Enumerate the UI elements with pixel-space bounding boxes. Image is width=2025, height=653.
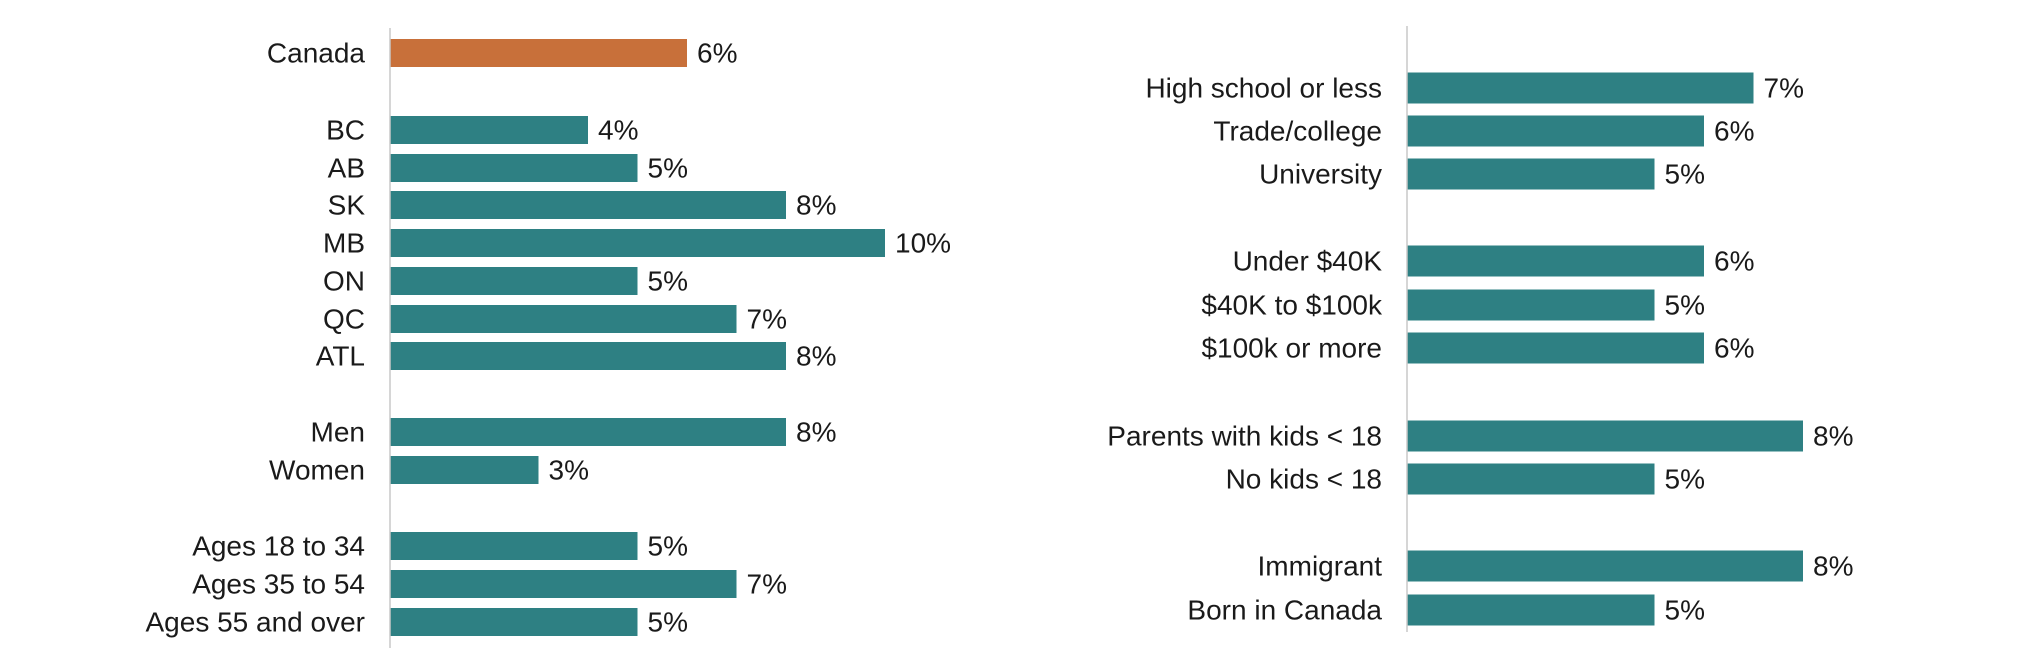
category-label-ab: AB	[328, 153, 365, 184]
bar-sk	[390, 191, 786, 219]
value-label-men: 8%	[796, 417, 836, 448]
bar-university	[1407, 158, 1655, 190]
category-label-university: University	[1259, 159, 1382, 190]
bar-atl	[390, 342, 786, 370]
bar-high-school-or-less	[1407, 72, 1754, 104]
bar-born-in-canada	[1407, 594, 1655, 626]
category-label-under-40k: Under $40K	[1233, 246, 1383, 277]
value-label-ages-35-to-54: 7%	[747, 569, 787, 600]
category-label-high-school-or-less: High school or less	[1145, 73, 1382, 104]
bar-ages-55-and-over	[390, 608, 638, 636]
value-label-sk: 8%	[796, 190, 836, 221]
value-label-high-school-or-less: 7%	[1764, 73, 1804, 104]
value-label-ages-18-to-34: 5%	[648, 531, 688, 562]
category-label-men: Men	[311, 417, 365, 448]
value-label-university: 5%	[1665, 159, 1705, 190]
value-label-on: 5%	[648, 266, 688, 297]
category-label-on: ON	[323, 266, 365, 297]
bar-women	[390, 456, 539, 484]
bar-on	[390, 267, 638, 295]
value-label-parents-with-kids-18: 8%	[1813, 421, 1853, 452]
value-label-atl: 8%	[796, 341, 836, 372]
category-label-immigrant: Immigrant	[1258, 551, 1383, 582]
category-label-sk: SK	[328, 190, 366, 221]
value-label-under-40k: 6%	[1714, 246, 1754, 277]
right-chart-panel: High school or less 7% Trade/college 6% Univ…	[1000, 0, 2025, 648]
bar-ages-35-to-54	[390, 570, 737, 598]
category-label-ages-55-and-over: Ages 55 and over	[146, 607, 366, 638]
bar-parents-with-kids-18	[1407, 420, 1803, 452]
value-label-canada: 6%	[697, 38, 737, 69]
category-label-parents-with-kids-18: Parents with kids < 18	[1107, 421, 1382, 452]
category-label-canada: Canada	[267, 38, 366, 69]
bar-immigrant	[1407, 550, 1803, 582]
value-label-born-in-canada: 5%	[1665, 595, 1705, 626]
bar-mb	[390, 229, 885, 257]
category-label-no-kids-18: No kids < 18	[1226, 464, 1382, 495]
bar-no-kids-18	[1407, 463, 1655, 495]
left-chart-panel: Canada 6% BC 4% AB 5% SK 8% MB 10% ON 5% QC 7% ATL 8% Me…	[0, 0, 1000, 648]
category-label-qc: QC	[323, 304, 365, 335]
value-label-no-kids-18: 5%	[1665, 464, 1705, 495]
value-label-trade-college: 6%	[1714, 116, 1754, 147]
bar-men	[390, 418, 786, 446]
value-label-mb: 10%	[895, 228, 951, 259]
value-label-bc: 4%	[598, 115, 638, 146]
value-label-ages-55-and-over: 5%	[648, 607, 688, 638]
bar-canada	[390, 39, 687, 67]
bar-40k-to-100k	[1407, 289, 1655, 321]
bar-ages-18-to-34	[390, 532, 638, 560]
bar-under-40k	[1407, 245, 1704, 277]
category-label-mb: MB	[323, 228, 365, 259]
category-label-100k-or-more: $100k or more	[1201, 333, 1382, 364]
bar-qc	[390, 305, 737, 333]
value-label-qc: 7%	[747, 304, 787, 335]
bar-bc	[390, 116, 588, 144]
category-label-bc: BC	[326, 115, 365, 146]
value-label-immigrant: 8%	[1813, 551, 1853, 582]
bar-100k-or-more	[1407, 332, 1704, 364]
category-label-women: Women	[269, 455, 365, 486]
category-label-trade-college: Trade/college	[1213, 116, 1382, 147]
right-bar-chart: High school or less 7% Trade/college 6% Univ…	[1107, 26, 1853, 632]
value-label-ab: 5%	[648, 153, 688, 184]
category-label-ages-18-to-34: Ages 18 to 34	[192, 531, 365, 562]
left-bar-chart: Canada 6% BC 4% AB 5% SK 8% MB 10% ON 5% QC 7% ATL 8% Me…	[146, 28, 951, 648]
bar-ab	[390, 154, 638, 182]
category-label-ages-35-to-54: Ages 35 to 54	[192, 569, 365, 600]
value-label-40k-to-100k: 5%	[1665, 290, 1705, 321]
category-label-40k-to-100k: $40K to $100k	[1201, 290, 1383, 321]
category-label-born-in-canada: Born in Canada	[1187, 595, 1382, 626]
bar-trade-college	[1407, 115, 1704, 147]
value-label-women: 3%	[549, 455, 589, 486]
category-label-atl: ATL	[316, 341, 365, 372]
value-label-100k-or-more: 6%	[1714, 333, 1754, 364]
